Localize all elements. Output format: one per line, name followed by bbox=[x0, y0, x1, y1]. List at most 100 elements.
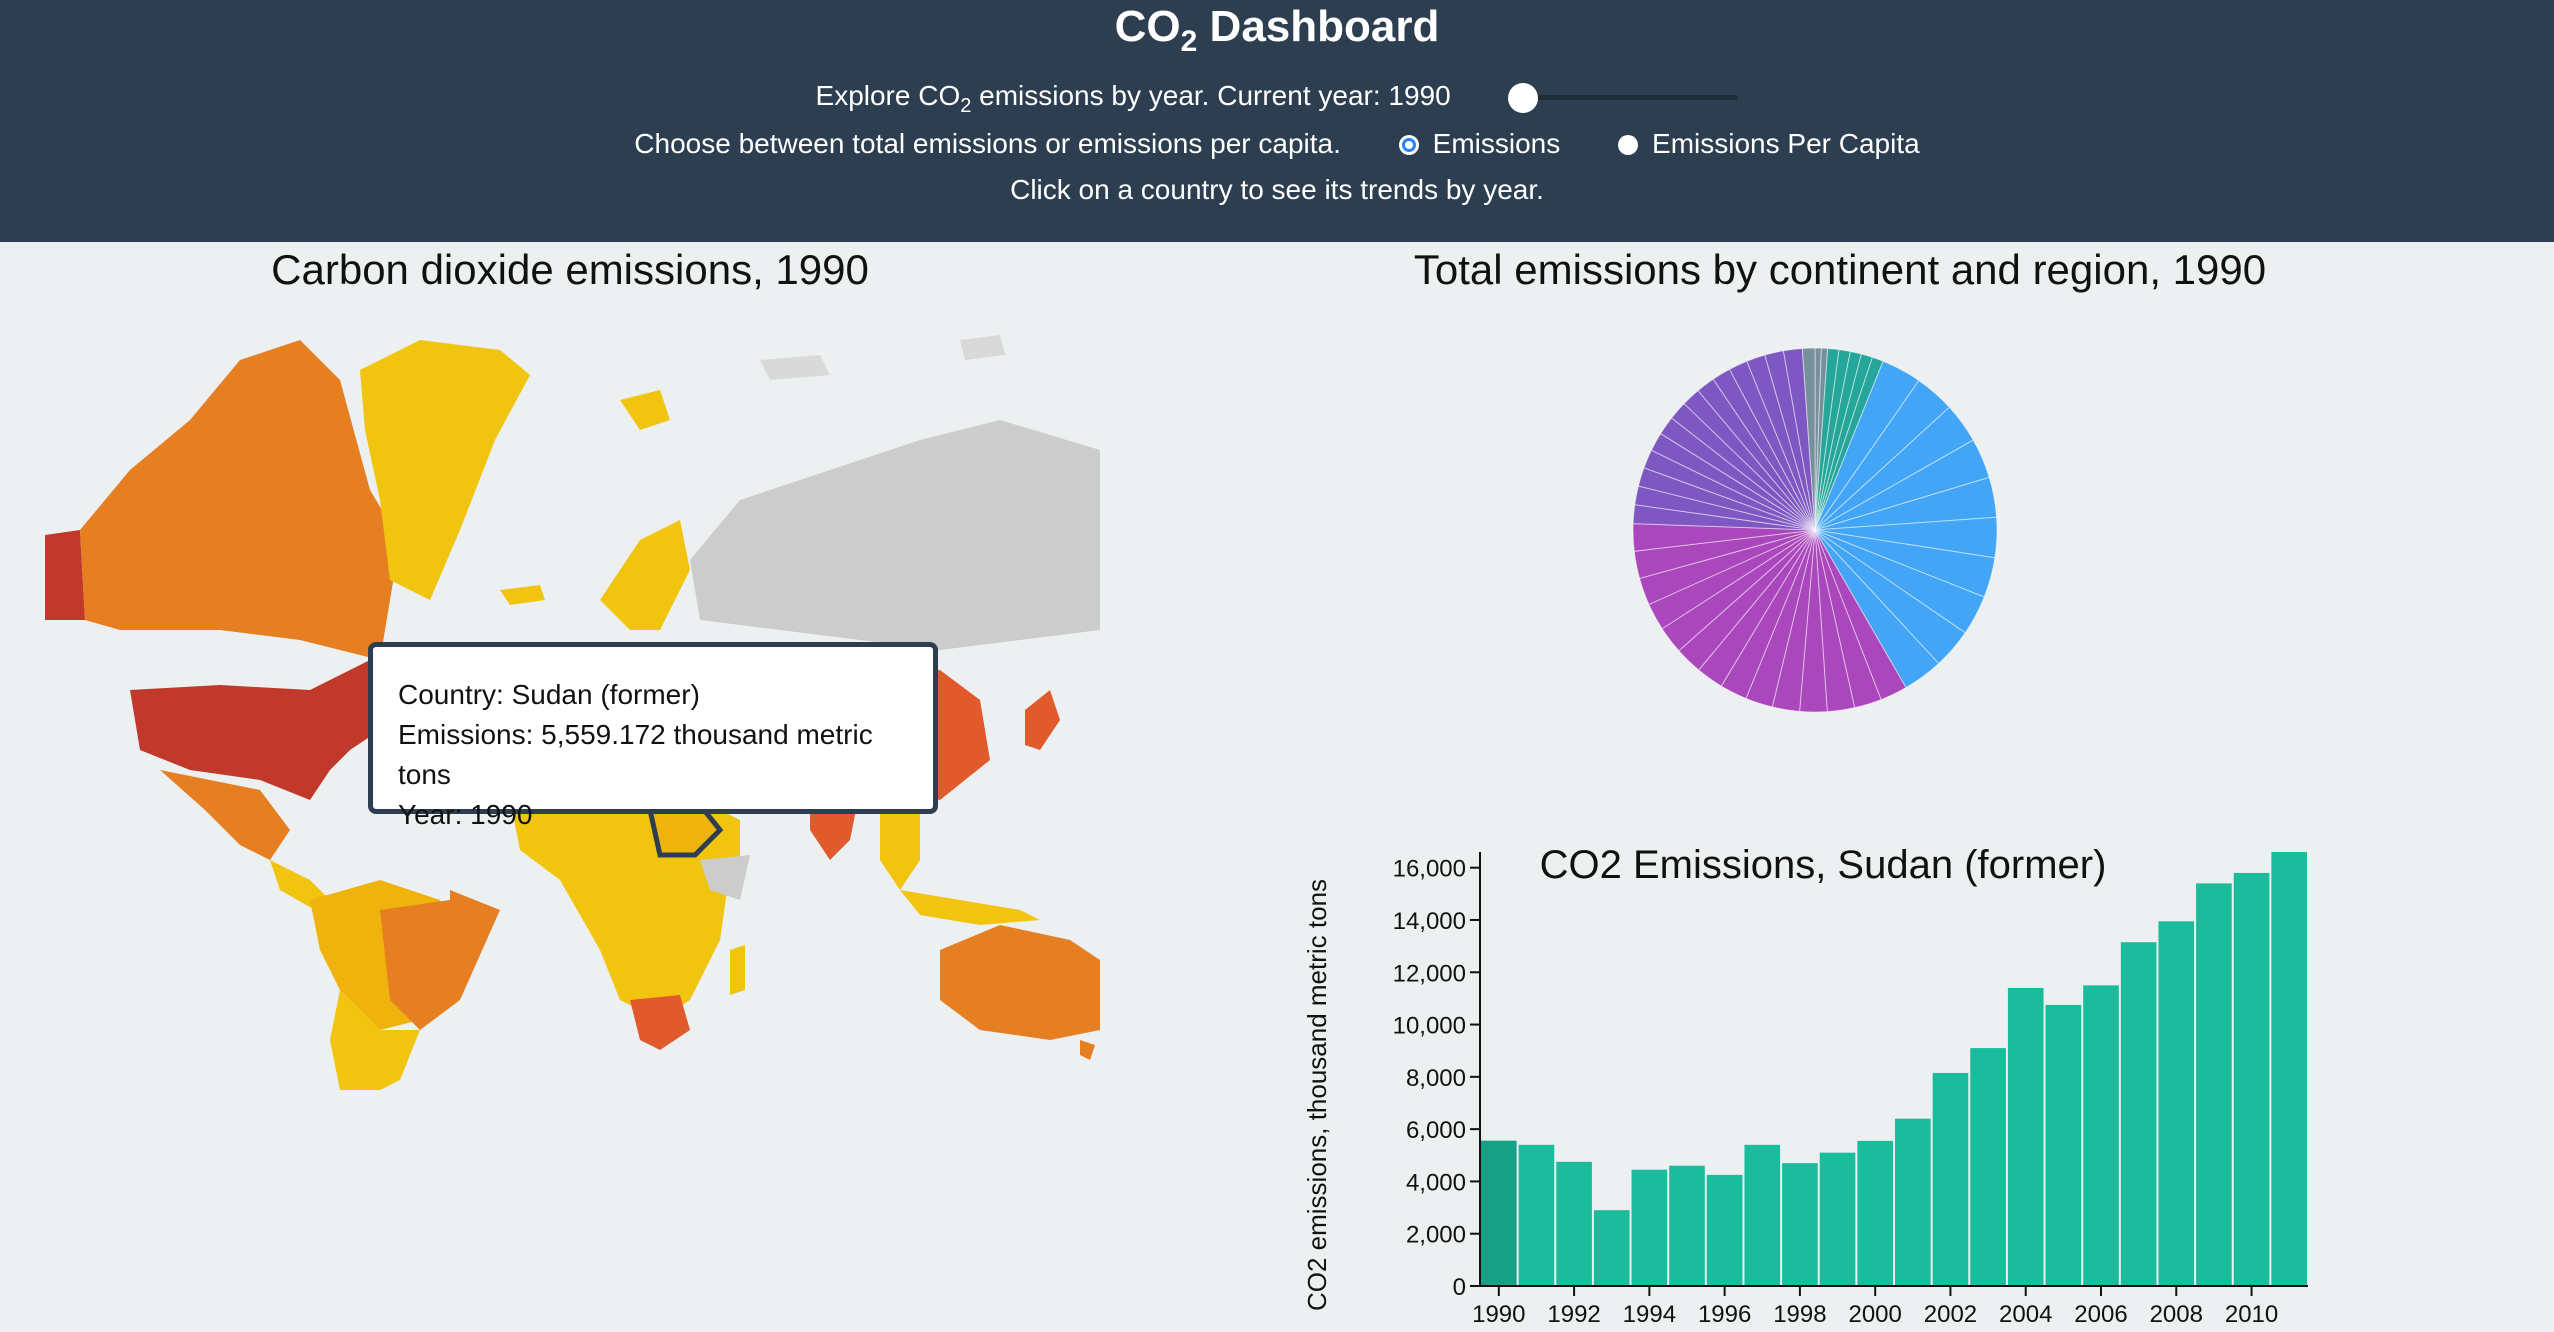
explore-text-tail: emissions by year. Current year: 1990 bbox=[971, 80, 1451, 111]
x-tick-label: 2004 bbox=[1999, 1301, 2052, 1328]
y-tick-label: 10,000 bbox=[1393, 1013, 1466, 1040]
year-control-row: Explore CO2 emissions by year. Current y… bbox=[0, 80, 2554, 118]
x-tick-label: 1994 bbox=[1623, 1301, 1676, 1328]
map-east-africa-no-data[interactable] bbox=[700, 855, 750, 900]
x-tick-label: 2000 bbox=[1848, 1301, 1901, 1328]
year-slider[interactable] bbox=[1508, 83, 1739, 113]
bar-chart-y-axis-label: CO2 emissions, thousand metric tons bbox=[1302, 879, 1332, 1311]
bar-1990[interactable] bbox=[1481, 1140, 1517, 1286]
bar-1991[interactable] bbox=[1518, 1144, 1555, 1286]
bar-1992[interactable] bbox=[1556, 1161, 1592, 1286]
bar-chart-bars bbox=[1481, 852, 2307, 1286]
title-subscript: 2 bbox=[1180, 25, 1198, 58]
bar-2009[interactable] bbox=[2196, 883, 2232, 1286]
map-canada[interactable] bbox=[80, 340, 400, 660]
bar-1997[interactable] bbox=[1744, 1144, 1781, 1286]
y-tick-label: 16,000 bbox=[1393, 856, 1466, 883]
map-new-zealand[interactable] bbox=[1080, 1040, 1095, 1060]
x-tick-label: 1996 bbox=[1698, 1301, 1751, 1328]
x-tick-label: 2002 bbox=[1924, 1301, 1977, 1328]
map-southeast-asia[interactable] bbox=[880, 800, 920, 890]
world-map[interactable] bbox=[40, 300, 1100, 1090]
x-tick-label: 2006 bbox=[2074, 1301, 2127, 1328]
page-title: CO2 Dashboard bbox=[0, 2, 2554, 59]
bar-2000[interactable] bbox=[1857, 1140, 1893, 1286]
bar-2008[interactable] bbox=[2158, 921, 2195, 1286]
mode-instructions: Choose between total emissions or emissi… bbox=[634, 128, 1341, 159]
x-tick-label: 2010 bbox=[2225, 1301, 2278, 1328]
map-central-america[interactable] bbox=[270, 860, 330, 910]
bar-1998[interactable] bbox=[1782, 1163, 1818, 1286]
bar-2004[interactable] bbox=[2007, 987, 2044, 1286]
country-tooltip: Country: Sudan (former) Emissions: 5,559… bbox=[368, 642, 938, 830]
y-tick-label: 4,000 bbox=[1406, 1169, 1466, 1196]
explore-subscript: 2 bbox=[960, 95, 972, 117]
bar-1996[interactable] bbox=[1706, 1174, 1743, 1286]
slider-track[interactable] bbox=[1508, 95, 1739, 100]
y-tick-label: 6,000 bbox=[1406, 1117, 1466, 1144]
map-greenland[interactable] bbox=[360, 340, 530, 600]
map-title: Carbon dioxide emissions, 1990 bbox=[271, 246, 869, 293]
bar-2001[interactable] bbox=[1895, 1118, 1931, 1286]
bar-2005[interactable] bbox=[2045, 1004, 2082, 1286]
tooltip-year: Year: 1990 bbox=[398, 799, 533, 830]
bar-2011[interactable] bbox=[2271, 852, 2307, 1286]
explore-text: Explore CO bbox=[815, 80, 961, 111]
radio-emissions-label[interactable]: Emissions bbox=[1432, 128, 1561, 159]
click-hint: Click on a country to see its trends by … bbox=[1010, 174, 1544, 205]
bar-1994[interactable] bbox=[1631, 1169, 1668, 1286]
bar-chart-y-axis: 0 2,000 4,000 6,000 8,000 10,000 12,000 14,000 1… bbox=[1393, 852, 1481, 1301]
x-tick-label: 1990 bbox=[1472, 1301, 1525, 1328]
bar-2010[interactable] bbox=[2233, 872, 2270, 1286]
map-iceland[interactable] bbox=[500, 585, 545, 605]
title-tail: Dashboard bbox=[1197, 2, 1440, 51]
radio-per-capita-dot[interactable] bbox=[1618, 135, 1639, 155]
radio-emissions-dot[interactable] bbox=[1398, 135, 1419, 155]
radio-emissions[interactable]: Emissions bbox=[1398, 128, 1561, 160]
y-tick-label: 8,000 bbox=[1406, 1065, 1466, 1092]
map-arctic-islands[interactable] bbox=[760, 335, 1005, 380]
map-madagascar[interactable] bbox=[730, 945, 745, 995]
map-south-africa[interactable] bbox=[630, 995, 690, 1050]
map-australia[interactable] bbox=[940, 925, 1100, 1040]
bar-1999[interactable] bbox=[1819, 1152, 1856, 1286]
title-text: CO bbox=[1114, 2, 1181, 51]
dashboard-header: CO2 Dashboard Explore CO2 emissions by y… bbox=[0, 0, 2554, 242]
pie-title: Total emissions by continent and region,… bbox=[1413, 246, 2267, 293]
map-japan[interactable] bbox=[1025, 690, 1060, 750]
x-tick-label: 1992 bbox=[1547, 1301, 1600, 1328]
map-russia[interactable] bbox=[690, 420, 1100, 650]
map-central-africa[interactable] bbox=[560, 870, 730, 1020]
country-bar-chart: CO2 Emissions, Sudan (former) CO2 emissi… bbox=[1302, 843, 2308, 1328]
y-tick-label: 14,000 bbox=[1393, 908, 1466, 935]
y-tick-label: 2,000 bbox=[1406, 1222, 1466, 1249]
map-indonesia[interactable] bbox=[900, 890, 1040, 925]
bar-2007[interactable] bbox=[2120, 942, 2157, 1286]
map-alaska[interactable] bbox=[45, 530, 85, 620]
radio-per-capita-label[interactable]: Emissions Per Capita bbox=[1652, 128, 1920, 159]
y-tick-label: 0 bbox=[1453, 1274, 1466, 1301]
slider-thumb[interactable] bbox=[1508, 83, 1539, 113]
y-tick-label: 12,000 bbox=[1393, 960, 1466, 987]
map-brazil[interactable] bbox=[380, 890, 500, 1030]
mode-control-row: Choose between total emissions or emissi… bbox=[0, 128, 2554, 160]
bar-1993[interactable] bbox=[1593, 1210, 1630, 1286]
bar-2006[interactable] bbox=[2083, 985, 2119, 1286]
x-tick-label: 1998 bbox=[1773, 1301, 1826, 1328]
map-mexico[interactable] bbox=[160, 770, 290, 860]
map-south-america-south[interactable] bbox=[330, 990, 420, 1090]
continent-pie-chart[interactable] bbox=[1630, 340, 2030, 740]
tooltip-country: Country: Sudan (former) bbox=[398, 679, 700, 710]
bar-2002[interactable] bbox=[1932, 1072, 1969, 1286]
bar-1995[interactable] bbox=[1669, 1165, 1705, 1286]
x-tick-label: 2008 bbox=[2150, 1301, 2203, 1328]
bar-chart-x-axis: 1990 1992 1994 1996 1998 2000 2002 2004 2006 2008… bbox=[1472, 1285, 2308, 1328]
pie-slice-oceania-b[interactable] bbox=[1801, 347, 1816, 531]
bar-2003[interactable] bbox=[1970, 1048, 2006, 1286]
map-scandinavia[interactable] bbox=[600, 520, 690, 630]
bar-chart-title: CO2 Emissions, Sudan (former) bbox=[1540, 843, 2107, 887]
map-svalbard[interactable] bbox=[620, 390, 670, 430]
radio-per-capita[interactable]: Emissions Per Capita bbox=[1618, 128, 1920, 160]
map-usa[interactable] bbox=[130, 660, 400, 800]
tooltip-emissions: Emissions: 5,559.172 thousand metric ton… bbox=[398, 719, 873, 790]
